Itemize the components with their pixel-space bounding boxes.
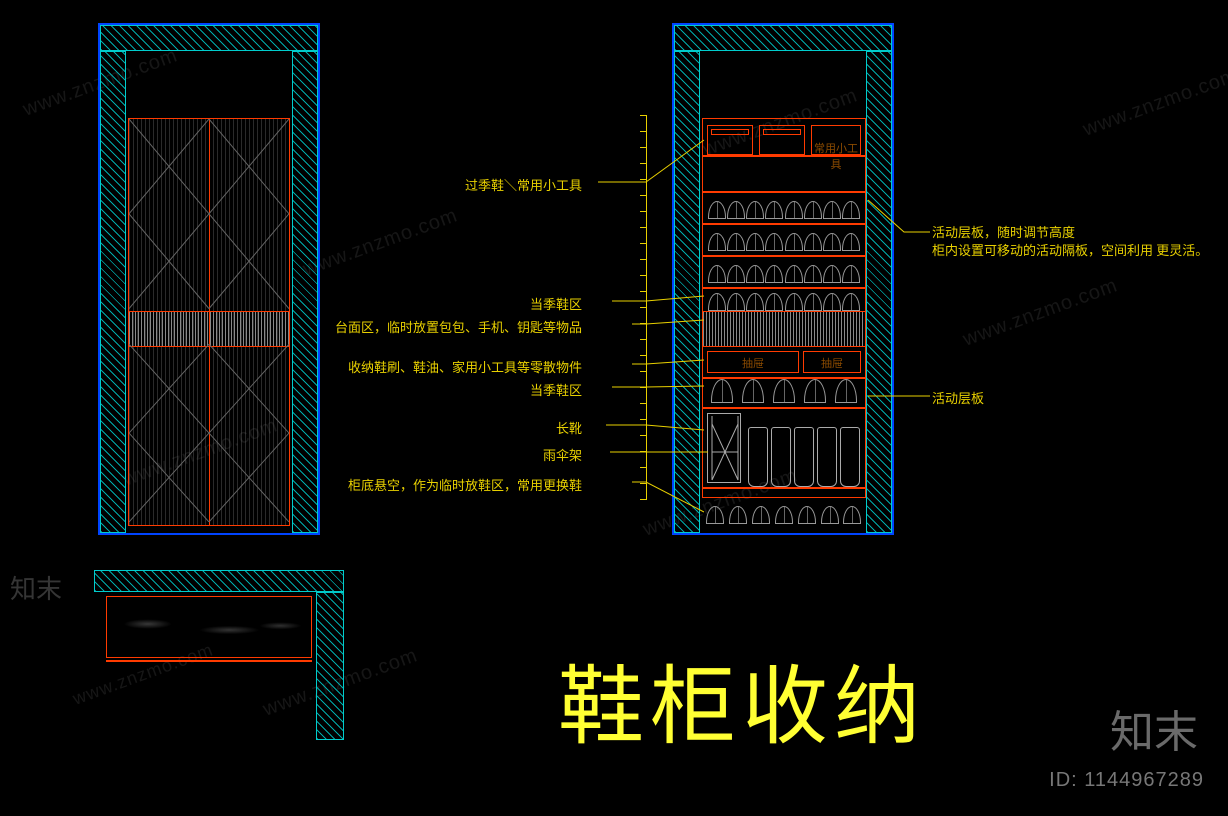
ruler-tick bbox=[640, 467, 646, 468]
label: 活动层板 bbox=[932, 388, 984, 407]
ruler-tick bbox=[640, 451, 646, 452]
label: 当季鞋区 bbox=[530, 294, 582, 313]
ruler-tick bbox=[640, 115, 646, 116]
ruler-tick bbox=[640, 307, 646, 308]
label: 柜内设置可移动的活动隔板，空间利用 更灵活。 bbox=[932, 240, 1208, 259]
plan-wall bbox=[316, 592, 344, 740]
plan-wall bbox=[94, 570, 344, 592]
ruler-tick bbox=[640, 147, 646, 148]
ruler-tick bbox=[640, 195, 646, 196]
plan-counter bbox=[106, 596, 312, 658]
brand-logo-small: 知末 bbox=[10, 569, 62, 606]
ruler-tick bbox=[640, 339, 646, 340]
label: 过季鞋＼常用小工具 bbox=[465, 175, 582, 194]
plan-edge bbox=[106, 660, 312, 662]
label: 活动层板，随时调节高度 bbox=[932, 222, 1075, 241]
label: 台面区，临时放置包包、手机、钥匙等物品 bbox=[335, 317, 582, 336]
ruler-tick bbox=[640, 435, 646, 436]
ruler-tick bbox=[640, 355, 646, 356]
page-title: 鞋柜收纳 bbox=[558, 636, 926, 761]
label: 收纳鞋刷、鞋油、家用小工具等零散物件 bbox=[348, 357, 582, 376]
ruler-tick bbox=[640, 259, 646, 260]
ruler-tick bbox=[640, 483, 646, 484]
ruler-tick bbox=[640, 179, 646, 180]
brand-logo: 知末 bbox=[1110, 696, 1198, 760]
image-id: ID: 1144967289 bbox=[1049, 769, 1204, 792]
ruler-tick bbox=[640, 291, 646, 292]
ruler-tick bbox=[640, 499, 646, 500]
ruler-tick bbox=[640, 243, 646, 244]
ruler-tick bbox=[640, 275, 646, 276]
ruler-tick bbox=[640, 371, 646, 372]
ruler-tick bbox=[640, 419, 646, 420]
label: 长靴 bbox=[556, 418, 582, 437]
ruler-tick bbox=[640, 131, 646, 132]
plan-view bbox=[94, 570, 344, 740]
label: 雨伞架 bbox=[543, 445, 582, 464]
ruler-tick bbox=[640, 227, 646, 228]
label: 柜底悬空，作为临时放鞋区，常用更换鞋 bbox=[348, 475, 582, 494]
label: 当季鞋区 bbox=[530, 380, 582, 399]
ruler-ticks bbox=[640, 115, 652, 500]
ruler-tick bbox=[640, 163, 646, 164]
ruler-tick bbox=[640, 211, 646, 212]
ruler-tick bbox=[640, 387, 646, 388]
ruler-tick bbox=[640, 323, 646, 324]
stage: www.znzmo.com www.znzmo.com www.znzmo.co… bbox=[0, 0, 1228, 816]
ruler-tick bbox=[640, 403, 646, 404]
